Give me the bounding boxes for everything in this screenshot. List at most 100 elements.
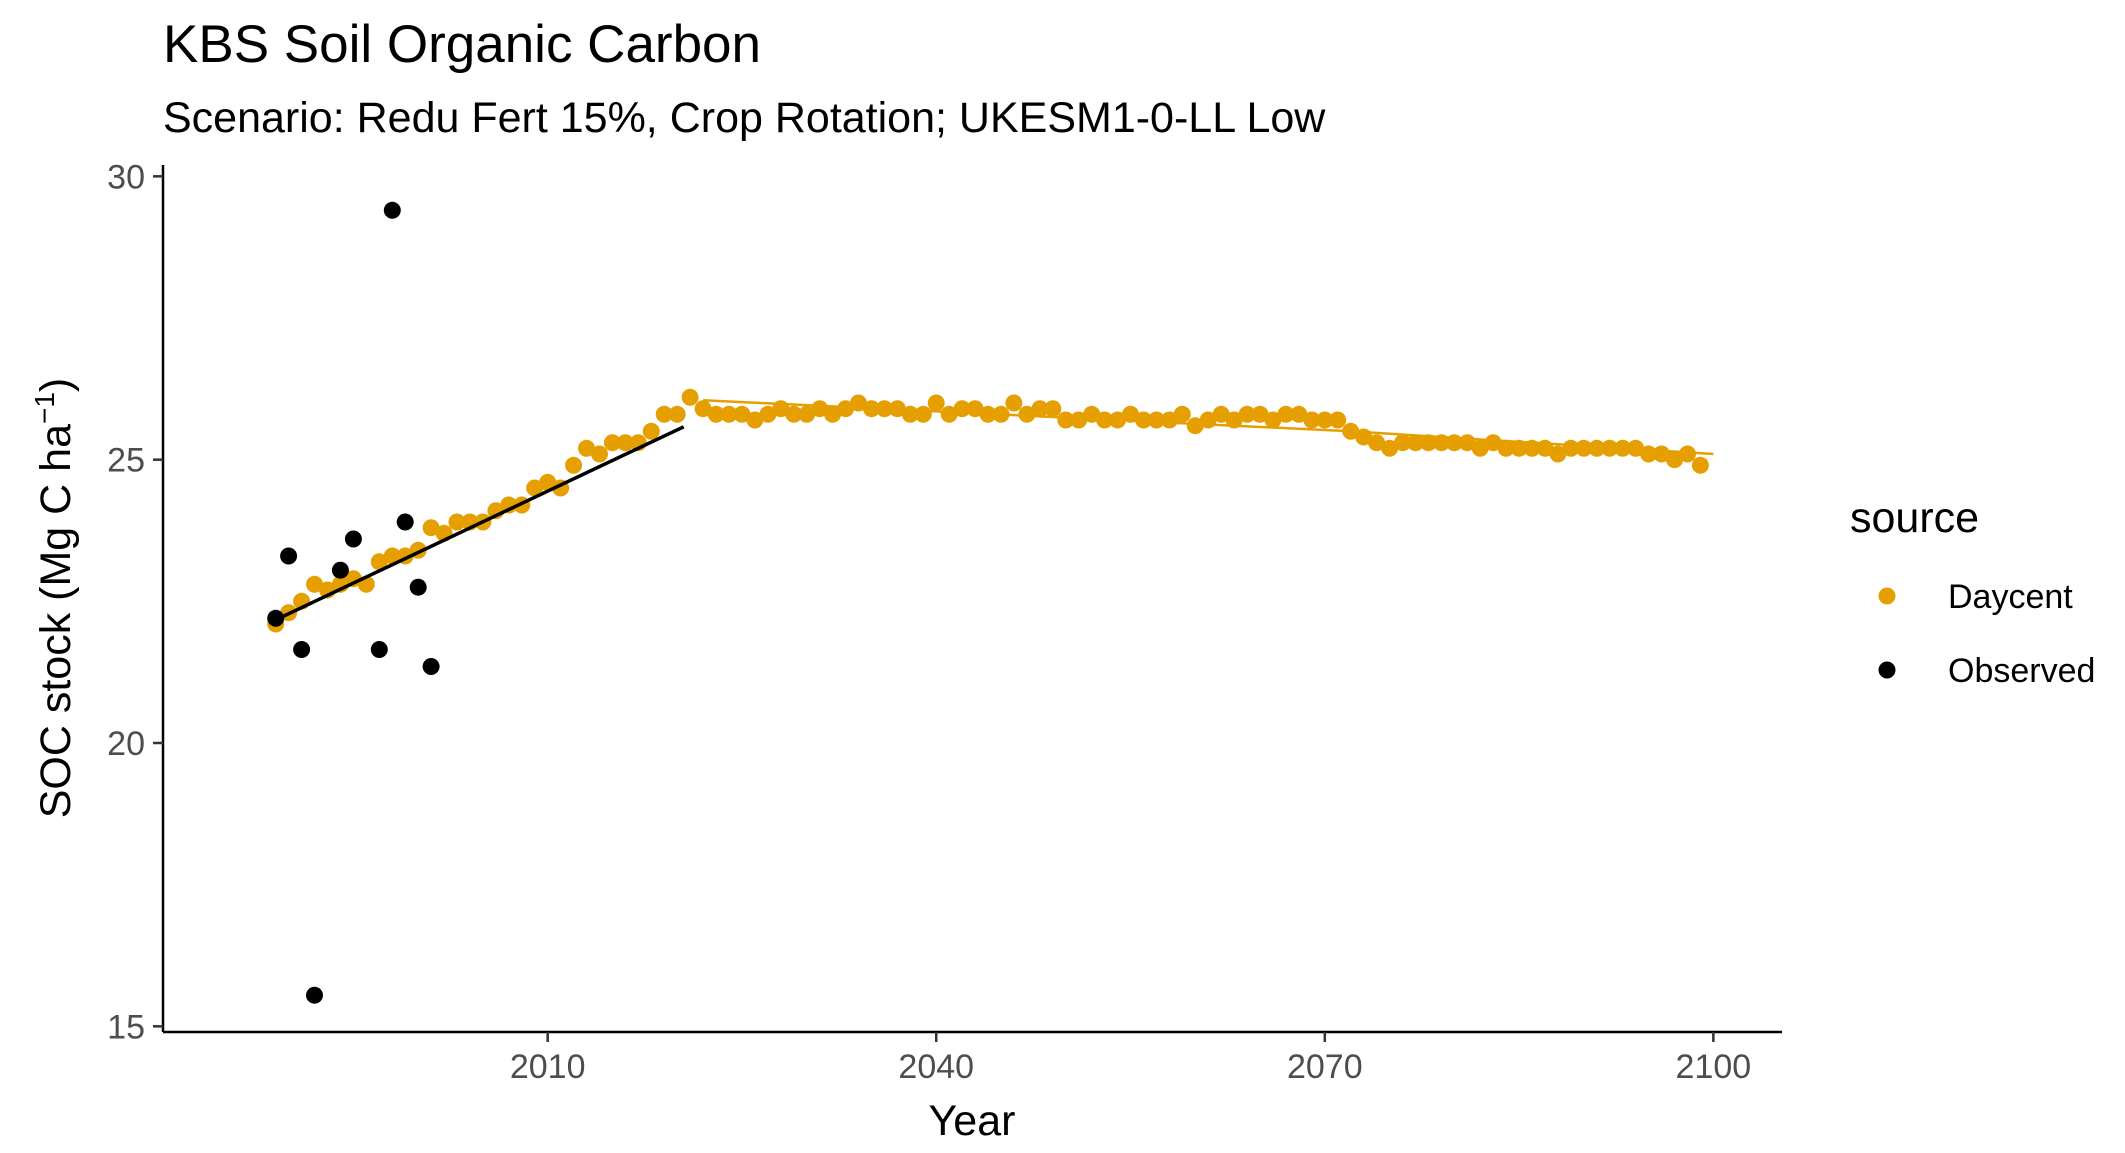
observed-point	[331, 561, 349, 579]
daycent-point	[1303, 411, 1321, 429]
observed-point	[370, 641, 388, 658]
trend-line-daycent	[1350, 430, 1714, 456]
daycent-point	[824, 405, 842, 423]
daycent-point	[1005, 394, 1023, 412]
daycent-point	[1381, 439, 1399, 457]
daycent-point	[1394, 434, 1411, 452]
daycent-point	[1212, 405, 1230, 423]
daycent-point	[1510, 439, 1528, 457]
observed-point	[293, 641, 311, 658]
daycent-point	[940, 405, 958, 423]
daycent-point	[1419, 434, 1437, 452]
x-tick-label: 2040	[898, 1048, 974, 1086]
daycent-point	[1018, 405, 1036, 423]
y-tick-label: 15	[107, 1008, 145, 1046]
chart-subtitle: Scenario: Redu Fert 15%, Crop Rotation; …	[163, 94, 1326, 142]
daycent-point	[655, 405, 673, 423]
observed-point	[422, 658, 440, 675]
daycent-point	[1070, 411, 1088, 429]
daycent-point	[1173, 405, 1191, 423]
daycent-point	[1057, 411, 1075, 429]
x-tick-label: 2100	[1676, 1048, 1752, 1086]
daycent-point	[1691, 456, 1709, 474]
daycent-point	[1186, 417, 1204, 435]
trend-line-observed	[268, 425, 685, 625]
y-axis-title: SOC stock (Mg C ha−1)	[29, 378, 80, 819]
daycent-point	[927, 394, 945, 412]
y-axis-title-close: )	[32, 378, 80, 392]
legend-key-daycent	[1878, 587, 1896, 605]
daycent-point	[733, 405, 751, 423]
daycent-point	[603, 434, 621, 452]
daycent-point	[1407, 434, 1424, 452]
daycent-point	[681, 388, 699, 406]
daycent-point	[1290, 405, 1308, 423]
legend-title: source	[1850, 494, 1979, 542]
daycent-point	[448, 513, 466, 531]
daycent-point	[370, 553, 388, 571]
daycent-point	[1666, 451, 1683, 469]
daycent-point	[785, 405, 803, 423]
daycent-point	[539, 473, 557, 491]
observed-point	[396, 513, 414, 531]
daycent-point	[591, 445, 608, 463]
daycent-point	[1575, 439, 1593, 457]
daycent-point	[1238, 405, 1256, 423]
daycent-point	[1135, 411, 1152, 429]
daycent-point	[526, 479, 544, 497]
daycent-point	[1031, 400, 1049, 418]
daycent-point	[1484, 434, 1502, 452]
daycent-point	[1549, 445, 1567, 463]
daycent-point	[383, 547, 401, 565]
y-tick-label: 20	[107, 725, 145, 763]
daycent-point	[1122, 405, 1139, 423]
daycent-point	[616, 434, 634, 452]
daycent-point	[1588, 439, 1606, 457]
y-axis-ticks: 15 20 25 30	[107, 158, 163, 1046]
daycent-point	[1316, 411, 1334, 429]
y-axis-title-main: SOC stock (Mg C ha	[32, 424, 80, 818]
legend: source Daycent Observed	[1850, 494, 2095, 690]
legend-label-observed: Observed	[1948, 652, 2095, 690]
daycent-point	[914, 405, 932, 423]
daycent-point	[837, 400, 855, 418]
observed-point	[280, 547, 298, 565]
y-tick-label: 30	[107, 158, 145, 196]
x-axis-ticks: 2010 2040 2070 2100	[510, 1032, 1751, 1086]
legend-key-observed	[1878, 661, 1896, 679]
daycent-point	[1160, 411, 1178, 429]
daycent-point	[707, 405, 725, 423]
daycent-point	[720, 405, 738, 423]
data-points	[267, 201, 1709, 1004]
x-tick-label: 2070	[1287, 1048, 1363, 1086]
daycent-point	[668, 405, 686, 423]
daycent-point	[1251, 405, 1269, 423]
observed-point	[409, 578, 427, 596]
daycent-point	[1147, 411, 1165, 429]
chart-title: KBS Soil Organic Carbon	[163, 15, 761, 74]
y-tick-label: 25	[107, 442, 145, 480]
daycent-point	[694, 400, 712, 418]
y-axis-title-superscript: −1	[29, 392, 60, 424]
daycent-point	[1277, 405, 1295, 423]
daycent-point	[1471, 439, 1489, 457]
observed-point	[306, 986, 323, 1004]
daycent-point	[1264, 411, 1282, 429]
daycent-point	[578, 439, 595, 457]
x-tick-label: 2010	[510, 1048, 586, 1086]
daycent-point	[642, 422, 660, 440]
daycent-point	[1679, 445, 1696, 463]
daycent-point	[759, 405, 777, 423]
daycent-point	[422, 519, 440, 537]
daycent-point	[798, 405, 816, 423]
trend-line-daycent	[703, 398, 1351, 433]
daycent-point	[1368, 434, 1386, 452]
daycent-point	[306, 575, 323, 593]
daycent-point	[1329, 411, 1347, 429]
daycent-point	[746, 411, 764, 429]
daycent-point	[1044, 400, 1062, 418]
daycent-point	[1497, 439, 1515, 457]
observed-point	[383, 201, 401, 219]
daycent-point	[565, 456, 583, 474]
